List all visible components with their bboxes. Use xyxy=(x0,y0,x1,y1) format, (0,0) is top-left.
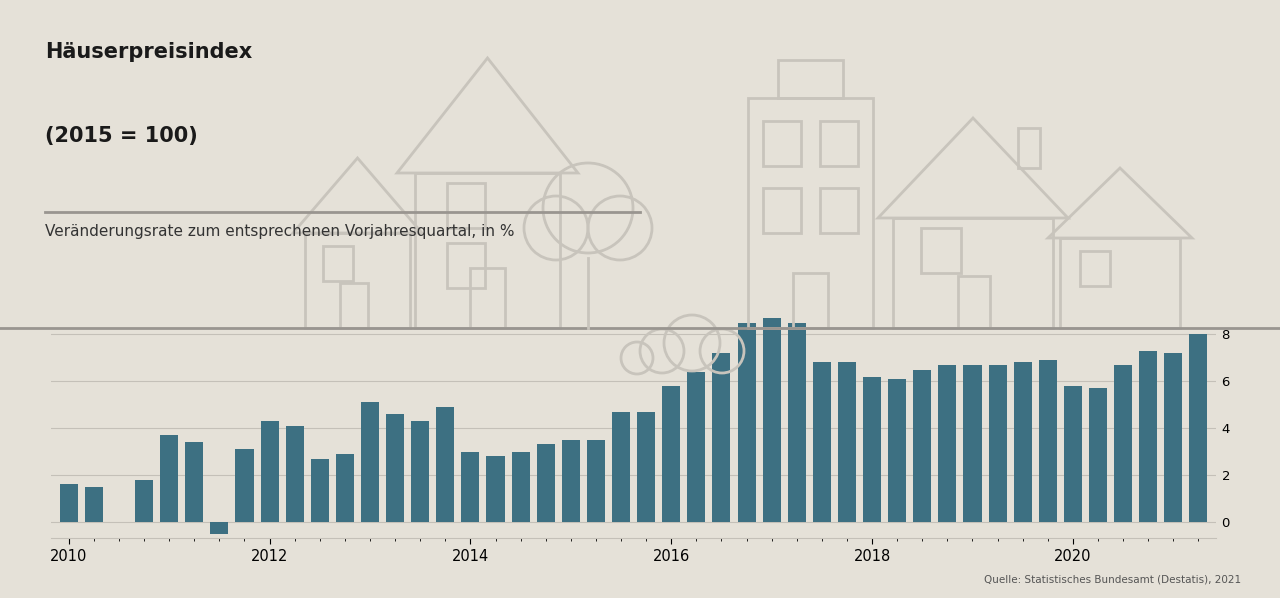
Bar xyxy=(512,451,530,522)
Bar xyxy=(748,98,873,328)
Bar xyxy=(820,188,858,233)
Bar xyxy=(236,449,253,522)
Bar xyxy=(662,386,680,522)
Bar xyxy=(186,442,204,522)
Bar xyxy=(1114,365,1132,522)
Bar xyxy=(787,323,806,522)
Bar xyxy=(461,451,480,522)
Bar xyxy=(84,487,102,522)
Bar xyxy=(637,411,655,522)
Bar xyxy=(210,522,228,533)
Bar xyxy=(1064,386,1082,522)
Bar xyxy=(1060,238,1180,328)
Bar xyxy=(913,370,932,522)
Bar xyxy=(562,440,580,522)
Bar xyxy=(794,273,828,328)
Text: (2015 = 100): (2015 = 100) xyxy=(45,126,197,145)
Bar xyxy=(1089,388,1107,522)
Bar xyxy=(820,121,858,166)
Bar xyxy=(536,444,554,522)
Bar xyxy=(813,362,831,522)
Text: Quelle: Statistisches Bundesamt (Destatis), 2021: Quelle: Statistisches Bundesamt (Destati… xyxy=(984,575,1242,585)
Bar xyxy=(1189,334,1207,522)
Bar xyxy=(436,407,454,522)
Text: Veränderungsrate zum entsprechenen Vorjahresquartal, in %: Veränderungsrate zum entsprechenen Vorja… xyxy=(45,224,515,239)
Bar xyxy=(988,365,1006,522)
Bar xyxy=(160,435,178,522)
Bar xyxy=(763,188,801,233)
Bar xyxy=(60,484,78,522)
Bar xyxy=(486,456,504,522)
Bar xyxy=(1165,353,1183,522)
Bar xyxy=(305,233,410,328)
Bar xyxy=(447,243,485,288)
Bar xyxy=(340,283,369,328)
Bar xyxy=(323,246,353,281)
Bar xyxy=(713,353,731,522)
Bar xyxy=(863,377,881,522)
Bar xyxy=(588,440,605,522)
Bar xyxy=(411,421,429,522)
Bar xyxy=(1139,351,1157,522)
Bar xyxy=(964,365,982,522)
Bar xyxy=(136,480,154,522)
Bar xyxy=(335,454,355,522)
Bar xyxy=(1018,128,1039,168)
Bar xyxy=(957,276,989,328)
Bar xyxy=(1039,360,1057,522)
Bar xyxy=(285,426,303,522)
Bar xyxy=(261,421,279,522)
Bar xyxy=(361,402,379,522)
Bar xyxy=(470,268,506,328)
Bar xyxy=(893,218,1053,328)
Bar xyxy=(1080,251,1110,286)
Bar xyxy=(737,323,755,522)
Bar xyxy=(612,411,630,522)
Bar xyxy=(1014,362,1032,522)
Bar xyxy=(311,459,329,522)
Bar xyxy=(763,121,801,166)
Bar xyxy=(778,60,844,98)
Bar xyxy=(888,379,906,522)
Bar xyxy=(922,228,961,273)
Text: Häuserpreisindex: Häuserpreisindex xyxy=(45,42,252,62)
Bar xyxy=(387,414,404,522)
Bar xyxy=(447,183,485,228)
Bar xyxy=(838,362,856,522)
Bar xyxy=(938,365,956,522)
Bar xyxy=(687,372,705,522)
Bar xyxy=(415,173,561,328)
Bar xyxy=(763,318,781,522)
